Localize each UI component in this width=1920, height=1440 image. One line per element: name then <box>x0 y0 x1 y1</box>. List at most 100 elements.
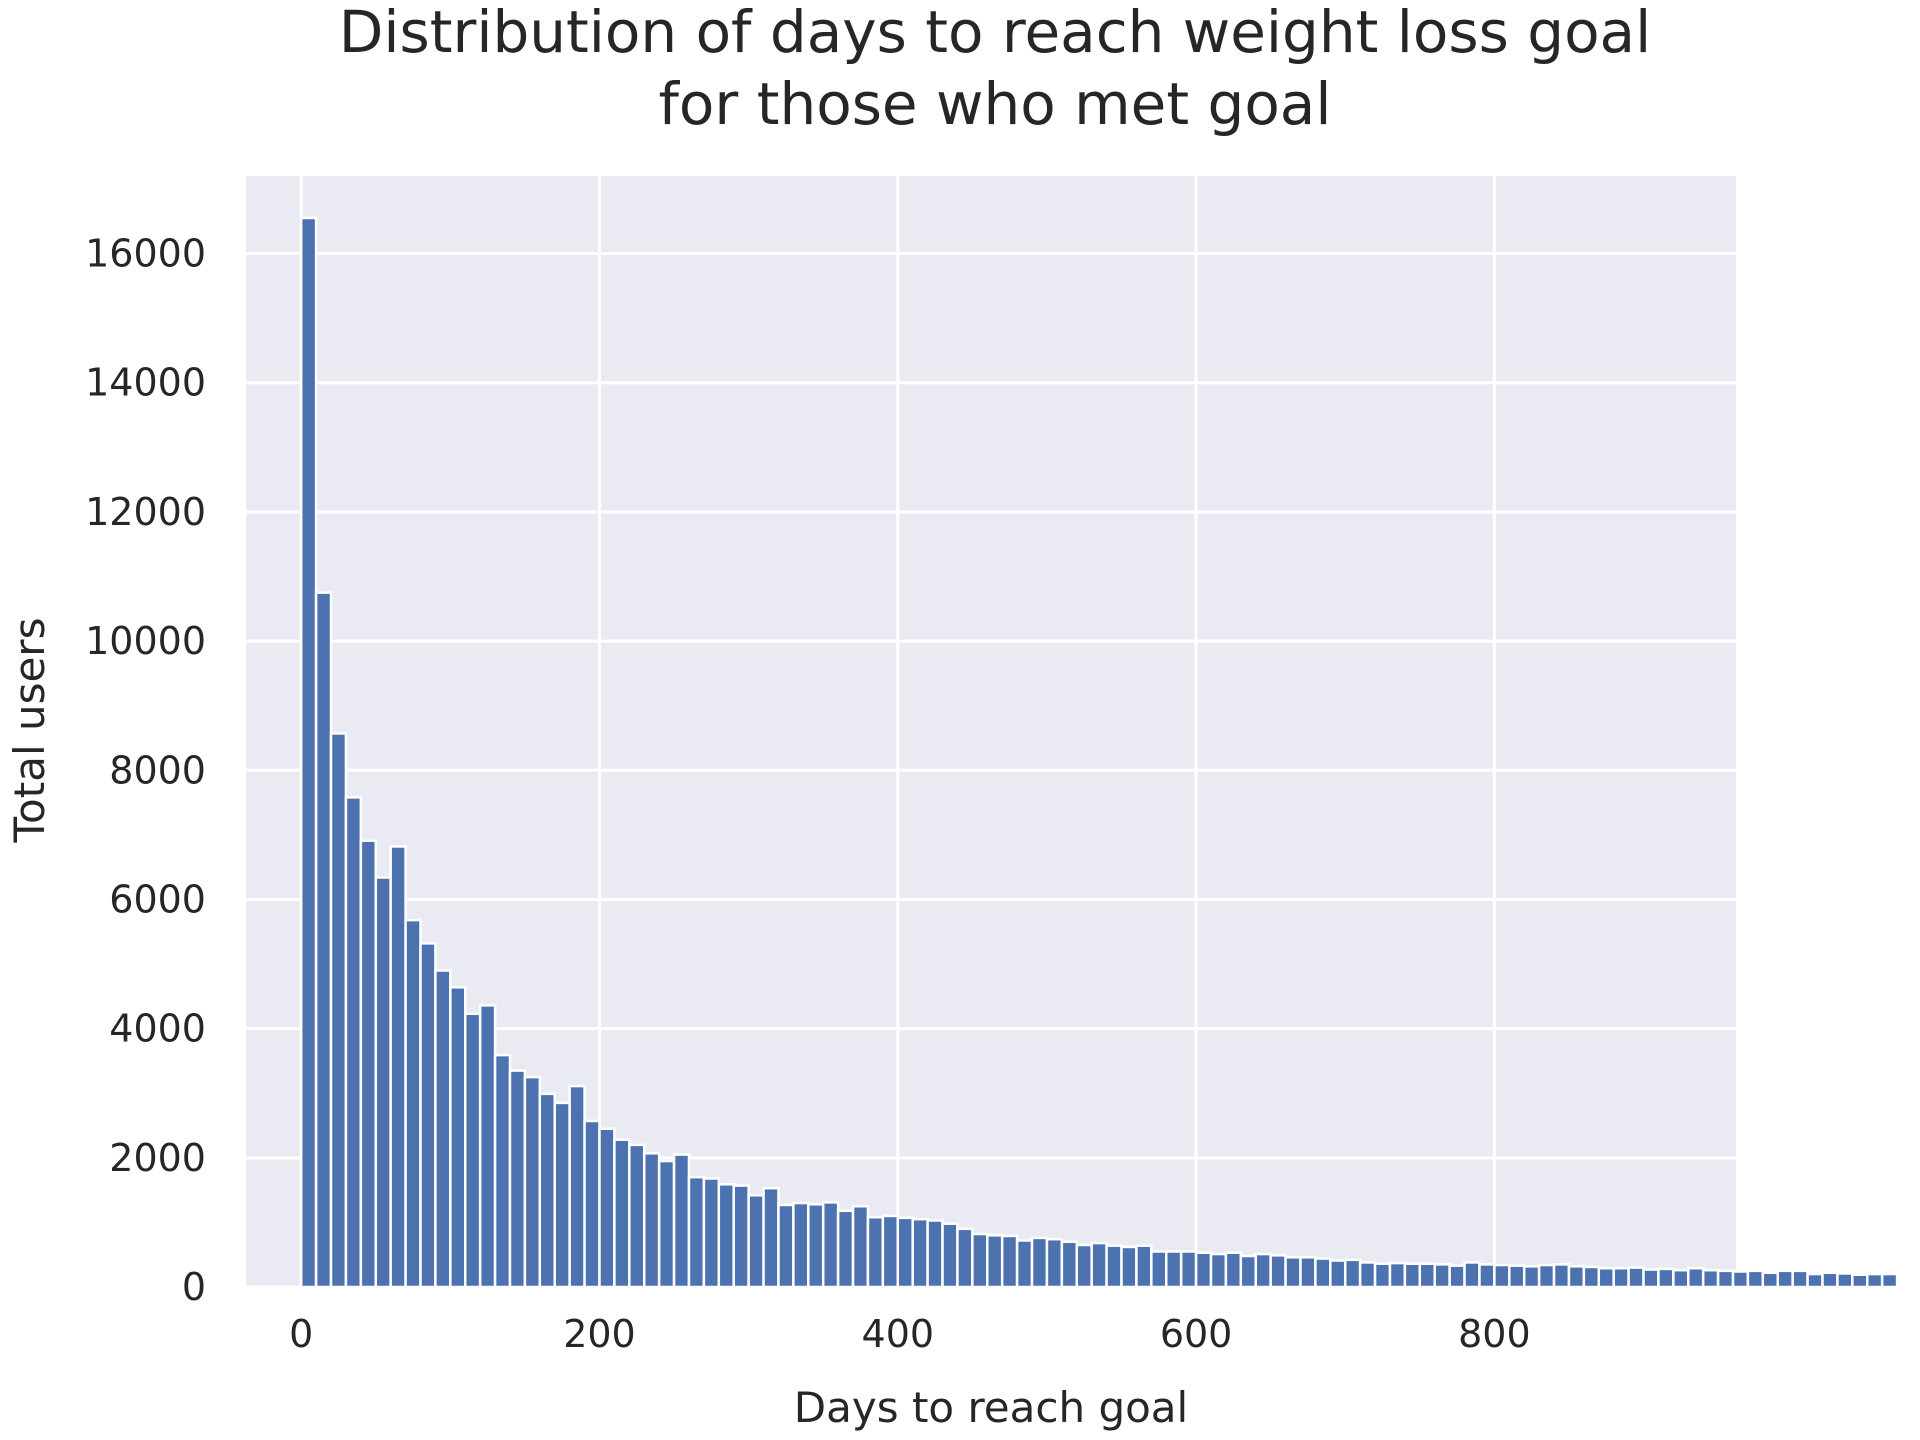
y-tick-label-16000: 16000 <box>85 232 206 276</box>
bar-106 <box>1880 1272 1899 1289</box>
bar-18 <box>568 1084 586 1289</box>
bar-47 <box>1000 1234 1019 1289</box>
bar-43 <box>941 1222 959 1289</box>
y-tick-label-6000: 6000 <box>109 877 206 921</box>
chart-title-line-2: for those who met goal <box>659 70 1332 138</box>
bar-78 <box>1463 1261 1481 1289</box>
bar-89 <box>1627 1266 1645 1289</box>
bar-94 <box>1701 1268 1720 1289</box>
bar-49 <box>1030 1236 1049 1289</box>
bar-73 <box>1388 1261 1407 1289</box>
bar-80 <box>1493 1263 1511 1289</box>
bar-95 <box>1716 1269 1735 1289</box>
bar-12 <box>478 1004 497 1289</box>
bar-22 <box>628 1143 646 1289</box>
x-tick-label-400: 400 <box>862 1312 935 1356</box>
bar-103 <box>1836 1272 1854 1289</box>
bar-82 <box>1522 1265 1541 1289</box>
bar-86 <box>1582 1265 1601 1289</box>
bar-102 <box>1821 1271 1839 1289</box>
bar-93 <box>1687 1267 1705 1289</box>
bar-74 <box>1403 1262 1422 1289</box>
bar-58 <box>1165 1250 1183 1289</box>
bar-84 <box>1552 1263 1571 1289</box>
x-tick-labels: 0 200 400 600 800 <box>289 1312 1531 1356</box>
bar-26 <box>687 1175 706 1289</box>
bar-36 <box>836 1209 855 1289</box>
y-tick-label-14000: 14000 <box>85 361 206 405</box>
bar-55 <box>1120 1245 1138 1289</box>
bar-101 <box>1806 1272 1824 1289</box>
bar-51 <box>1060 1240 1079 1289</box>
bar-63 <box>1239 1254 1257 1289</box>
y-tick-label-10000: 10000 <box>85 619 206 663</box>
bar-20 <box>598 1127 616 1289</box>
bar-23 <box>642 1152 661 1289</box>
y-axis-title: Total users <box>5 618 54 844</box>
bar-8 <box>419 942 437 1289</box>
bar-9 <box>434 969 452 1289</box>
bar-104 <box>1851 1273 1869 1289</box>
bar-98 <box>1761 1271 1780 1289</box>
bar-105 <box>1866 1272 1884 1289</box>
bar-72 <box>1373 1262 1392 1289</box>
bar-50 <box>1045 1237 1064 1289</box>
bar-70 <box>1343 1258 1362 1289</box>
bar-92 <box>1672 1268 1690 1289</box>
bar-48 <box>1015 1239 1034 1289</box>
bar-62 <box>1224 1251 1243 1289</box>
bar-4 <box>359 839 378 1289</box>
bar-1 <box>314 591 333 1289</box>
bar-71 <box>1358 1261 1377 1289</box>
bar-31 <box>762 1186 780 1289</box>
bar-24 <box>657 1159 676 1289</box>
bar-96 <box>1731 1270 1750 1289</box>
bar-30 <box>747 1194 765 1289</box>
bar-19 <box>583 1119 601 1289</box>
bar-81 <box>1508 1264 1526 1289</box>
bar-61 <box>1209 1252 1228 1289</box>
x-tick-label-800: 800 <box>1458 1312 1531 1356</box>
bar-90 <box>1642 1268 1660 1289</box>
bar-35 <box>821 1201 840 1289</box>
bar-41 <box>911 1217 929 1289</box>
bar-44 <box>956 1227 974 1289</box>
bar-38 <box>866 1215 885 1289</box>
bar-79 <box>1478 1263 1496 1289</box>
bar-40 <box>896 1216 914 1289</box>
bar-3 <box>344 796 363 1289</box>
bar-21 <box>613 1138 631 1289</box>
bar-28 <box>717 1183 735 1289</box>
bar-100 <box>1791 1269 1809 1289</box>
bar-42 <box>926 1219 944 1289</box>
bar-68 <box>1314 1257 1332 1289</box>
bar-56 <box>1135 1244 1153 1289</box>
bar-16 <box>538 1092 556 1289</box>
bar-99 <box>1776 1269 1794 1289</box>
y-tick-label-12000: 12000 <box>85 490 206 534</box>
bar-77 <box>1448 1264 1466 1289</box>
y-tick-label-2000: 2000 <box>109 1136 206 1180</box>
bar-97 <box>1746 1269 1765 1289</box>
bar-52 <box>1075 1243 1093 1289</box>
bar-69 <box>1329 1259 1347 1289</box>
bar-88 <box>1612 1267 1630 1289</box>
bar-64 <box>1254 1252 1272 1289</box>
bar-29 <box>732 1184 750 1289</box>
bar-53 <box>1090 1241 1108 1289</box>
bar-27 <box>702 1177 721 1289</box>
bar-39 <box>881 1214 900 1289</box>
bar-85 <box>1567 1265 1586 1289</box>
y-tick-label-4000: 4000 <box>109 1007 206 1051</box>
bar-65 <box>1269 1254 1287 1289</box>
bar-32 <box>777 1203 795 1289</box>
bar-57 <box>1150 1250 1168 1289</box>
bar-76 <box>1433 1263 1451 1289</box>
bar-75 <box>1418 1262 1436 1289</box>
bar-83 <box>1537 1263 1556 1289</box>
bar-54 <box>1105 1244 1123 1289</box>
bar-59 <box>1179 1250 1198 1289</box>
bar-46 <box>986 1234 1004 1289</box>
bar-13 <box>493 1053 512 1289</box>
